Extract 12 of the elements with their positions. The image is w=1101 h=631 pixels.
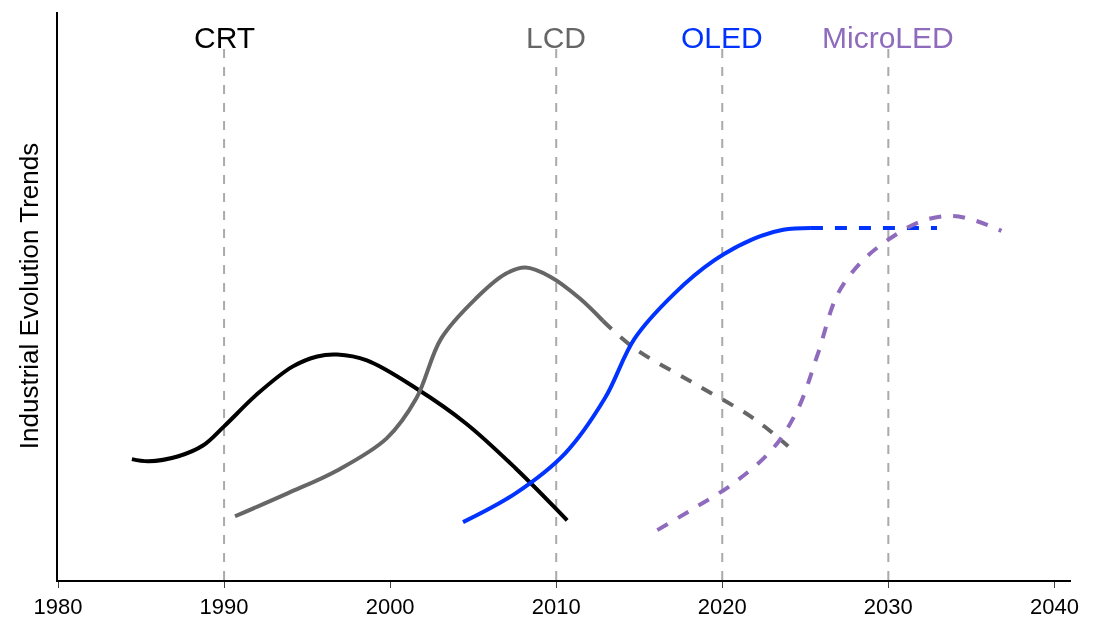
x-tick-label: 1990 xyxy=(199,594,249,620)
x-tick-label: 1980 xyxy=(33,594,83,620)
text: CRT xyxy=(194,21,256,54)
x-tick-label: 2020 xyxy=(697,594,747,620)
x-tick-label: 2040 xyxy=(1029,594,1079,620)
y-axis-title: Industrial Evolution Trends xyxy=(13,142,44,450)
text: OLED xyxy=(681,21,763,54)
text: MicroLED xyxy=(822,21,954,54)
x-tick-label: 2030 xyxy=(863,594,913,620)
text: LCD xyxy=(526,21,587,54)
x-tick-label: 2010 xyxy=(531,594,581,620)
x-tick-label: 2000 xyxy=(365,594,415,620)
